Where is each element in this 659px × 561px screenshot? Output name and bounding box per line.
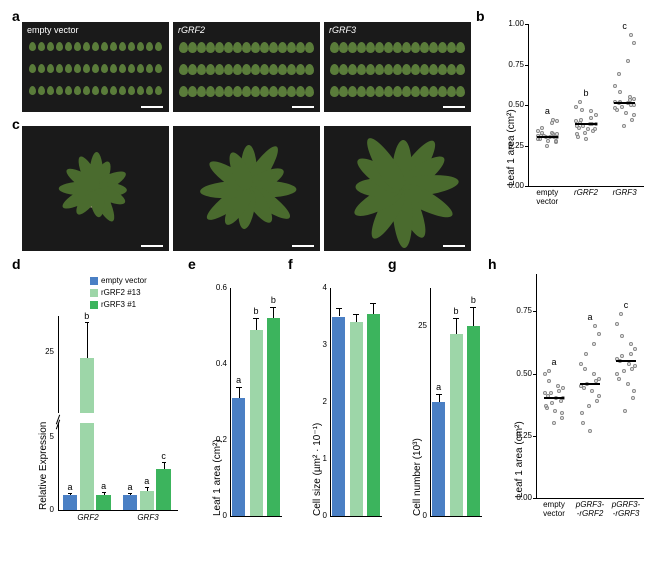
panel-e-label: e — [188, 256, 196, 272]
panel-h-label: h — [488, 256, 497, 272]
panel-c-photo-2 — [324, 126, 471, 251]
panel-d-label: d — [12, 256, 21, 272]
panel-e-chart: 00.20.40.6Leaf 1 area (cm²)abb — [204, 270, 284, 530]
panel-g-label: g — [388, 256, 397, 272]
panel-b-label: b — [476, 8, 485, 24]
panel-a-photo-label: empty vector — [27, 25, 79, 35]
panel-d-chart: empty vectorrGRF2 #13rGRF3 #10525Relativ… — [30, 270, 180, 530]
panel-c-photo-0 — [22, 126, 169, 251]
panel-f-label: f — [288, 256, 293, 272]
panel-c-label: c — [12, 116, 20, 132]
panel-b-chart: 0.000.250.500.751.00Leaf 1 area (cm²)aem… — [498, 20, 648, 218]
panel-a-photo-label: rGRF2 — [178, 25, 205, 35]
panel-g-chart: 025Cell number (10³)abb — [404, 270, 484, 530]
panel-a-photo-label: rGRF3 — [329, 25, 356, 35]
panel-f-chart: 01234Cell size (µm² · 10⁻¹) — [304, 270, 384, 530]
figure-root: a b 0.000.250.500.751.00Leaf 1 area (cm²… — [8, 8, 651, 553]
panel-c-photo-1 — [173, 126, 320, 251]
panel-a-photo-2: rGRF3 — [324, 22, 471, 112]
panel-a-photo-0: empty vector — [22, 22, 169, 112]
panel-h-chart: 0.000.250.500.75Leaf 1 area (cm²)aemptyv… — [506, 270, 648, 530]
panel-a-photo-1: rGRF2 — [173, 22, 320, 112]
panel-a-label: a — [12, 8, 20, 24]
